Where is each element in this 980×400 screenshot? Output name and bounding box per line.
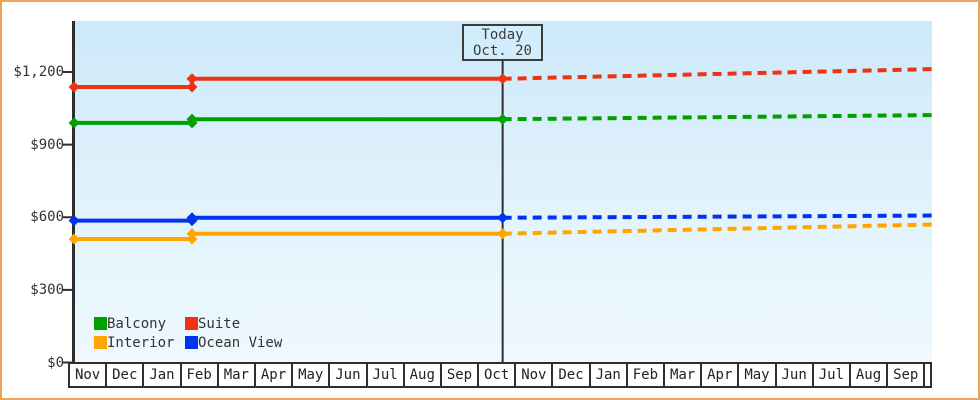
y-axis-tick-label: $300 [30, 281, 64, 298]
series-ocean-view-forecast-line [502, 213, 932, 220]
series-balcony-marker [497, 113, 509, 125]
x-axis-month-cell: Nov [514, 364, 551, 386]
series-suite-marker [497, 73, 509, 85]
x-axis-month-cell: Dec [551, 364, 588, 386]
x-axis-month-cell: Sep [439, 364, 477, 386]
x-axis-month-cell: Sep [886, 364, 923, 386]
today-label-line1: Today [481, 26, 524, 43]
x-axis-month-cell: Apr [700, 364, 737, 386]
legend-swatch-icon [94, 336, 107, 349]
y-axis-tick-label: $1,200 [13, 64, 64, 80]
x-axis-month-cell: Jun [774, 364, 812, 386]
x-axis-month-cell: Oct [477, 364, 514, 386]
x-axis-month-cell: May [291, 364, 328, 386]
series-ocean-view-marker [497, 212, 509, 224]
y-axis-tick-label: $0 [47, 354, 64, 371]
x-axis-month-cell: Nov [74, 367, 101, 383]
x-axis-month-cell: Feb [625, 364, 663, 386]
legend-label: Balcony [107, 315, 167, 332]
series-ocean-view-marker [186, 212, 198, 224]
x-axis-month-cell: Jul [365, 364, 403, 386]
series-interior-marker [186, 228, 198, 240]
series-balcony-line [74, 117, 503, 125]
today-label-line2: Oct. 20 [472, 42, 532, 59]
series-balcony-marker [68, 117, 80, 129]
series-suite-marker [186, 73, 198, 85]
x-axis-month-cell: Jul [811, 364, 849, 386]
legend-swatch-icon [185, 317, 198, 330]
series-suite-marker [68, 81, 80, 93]
x-axis-month-cell: Jun [328, 364, 365, 386]
x-axis-month-cell-partial [923, 364, 930, 386]
series-interior-forecast-line [502, 222, 932, 236]
series-suite-line [74, 76, 503, 90]
legend-item: Suite [185, 314, 282, 333]
x-axis-month-cell: Aug [402, 364, 440, 386]
x-axis-month-cell: Feb [179, 364, 217, 386]
legend-label: Interior [107, 334, 175, 351]
series-balcony-forecast-line [502, 113, 932, 122]
today-marker-box: Today Oct. 20 [462, 24, 543, 61]
legend-item: Interior [94, 333, 185, 352]
x-axis-month-cell: Mar [216, 364, 254, 386]
series-balcony-marker [186, 113, 198, 125]
legend-swatch-icon [94, 317, 107, 330]
y-axis-tick-label: $900 [30, 136, 64, 153]
x-axis-month-cell: Apr [253, 364, 291, 386]
legend: Balcony Suite Interior Ocean View [94, 314, 282, 352]
x-axis-month-cell: Dec [105, 364, 142, 386]
x-axis-month-row: Nov Dec Jan Feb Mar Apr May Jun Jul Aug Sep Oct Nov D… [68, 362, 933, 388]
series-suite-forecast-line [502, 67, 932, 81]
x-axis-month-cell: Aug [848, 364, 886, 386]
legend-swatch-icon [185, 336, 198, 349]
series-interior-marker [68, 233, 80, 245]
x-axis-month-cell: May [737, 364, 774, 386]
series-ocean-view-line [74, 215, 503, 223]
x-axis-month-cell: Jan [142, 364, 179, 386]
series-suite-marker [186, 81, 198, 93]
y-axis-tick-label: $600 [30, 209, 64, 226]
legend-item: Ocean View [185, 333, 282, 352]
series-ocean-view-marker [68, 215, 80, 227]
x-axis-month-cell: Mar [663, 364, 700, 386]
legend-item: Balcony [94, 314, 185, 333]
series-interior-marker [497, 228, 509, 240]
x-axis-month-cell: Jan [588, 364, 626, 386]
legend-label: Suite [198, 315, 241, 332]
legend-label: Ocean View [198, 334, 283, 351]
series-interior-line [74, 231, 503, 242]
